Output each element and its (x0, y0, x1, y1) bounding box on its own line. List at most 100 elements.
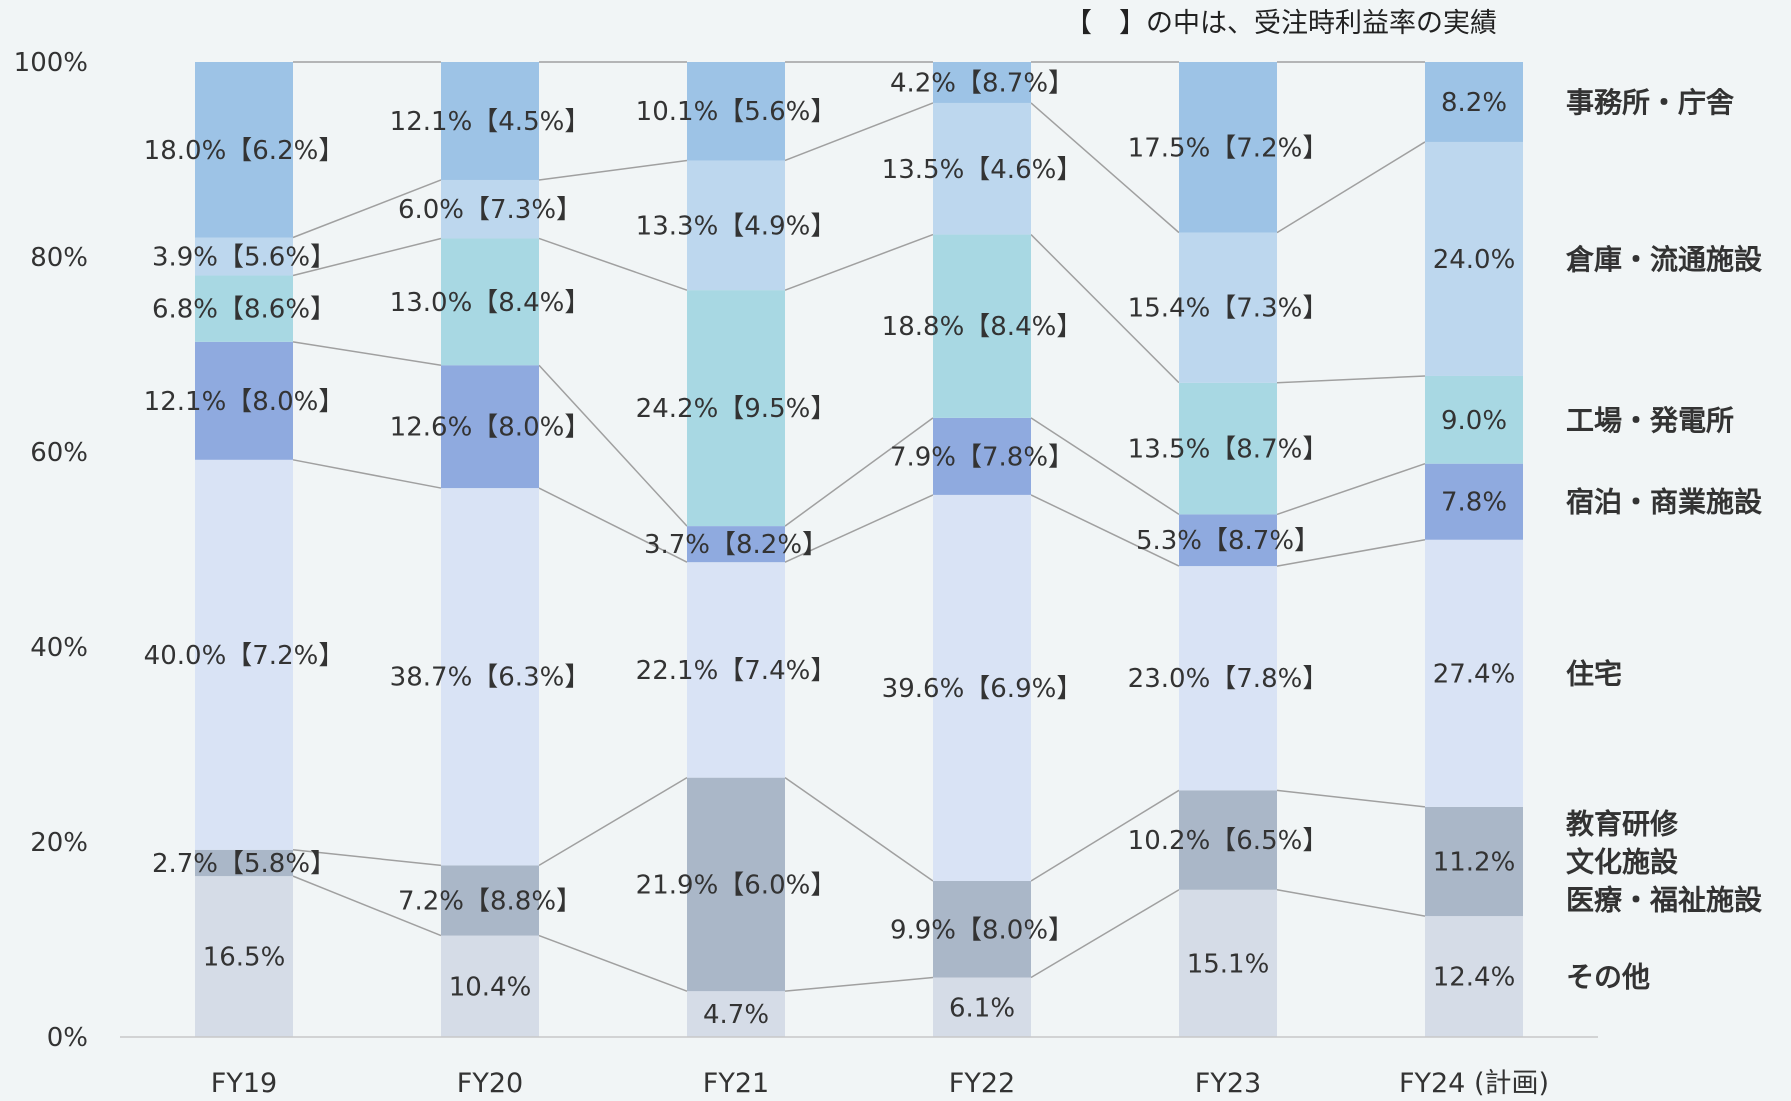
segment-label: 10.4% (449, 972, 532, 1002)
connector-line (1030, 417, 1180, 516)
connector-line (1030, 889, 1180, 979)
connector-line (1030, 789, 1180, 882)
y-tick-label: 20% (30, 828, 88, 858)
segment-label: 27.4% (1433, 659, 1516, 689)
x-tick-label: FY20 (457, 1068, 523, 1099)
bar-segment (1425, 916, 1523, 1037)
bar-segment (195, 341, 293, 460)
connector-line (292, 179, 442, 239)
segment-label: 11.2% (1433, 848, 1516, 878)
bar-segment (441, 488, 539, 866)
bar-segment (441, 179, 539, 239)
x-axis: FY19 FY20 FY21 FY22 FY23 FY24 (計画) (211, 1068, 1549, 1099)
segment-labels: 16.5% 10.4% 4.7% 6.1% 15.1% 12.4% 2.7%【5.8%】 7.… (144, 68, 1516, 1030)
connector-line (1276, 539, 1426, 567)
connector-line (1276, 141, 1426, 234)
bar-segment (933, 494, 1031, 881)
segment-label: 22.1%【7.4%】 (636, 656, 837, 686)
bar-segment (687, 526, 785, 563)
legend-entry: 宿泊・商業施設 (1566, 486, 1763, 519)
legend: その他教育研修文化施設医療・福祉施設住宅宿泊・商業施設工場・発電所倉庫・流通施設… (1565, 86, 1763, 994)
connector-line (538, 777, 688, 867)
legend-entry: 事務所・庁舎 (1566, 86, 1734, 119)
connector-line (1030, 494, 1180, 567)
bar-segment (933, 102, 1031, 235)
legend-entry: その他 (1566, 961, 1650, 994)
x-tick-label: FY24 (計画) (1399, 1068, 1549, 1099)
y-tick-label: 0% (47, 1023, 88, 1053)
chart-note: 【 】の中は、受注時利益率の実績 (1065, 8, 1497, 39)
bar-segment (195, 459, 293, 850)
bar-segment (195, 62, 293, 238)
bar-segment (933, 234, 1031, 418)
connector-line (784, 777, 934, 882)
bar-segment (687, 777, 785, 992)
connector-line (538, 364, 688, 527)
connector-lines (292, 61, 1426, 992)
connector-line (784, 976, 934, 992)
legend-entry: 住宅 (1566, 657, 1622, 690)
legend-entry-line: 文化施設 (1566, 846, 1679, 879)
segment-label: 9.0% (1441, 406, 1507, 436)
segment-label: 38.7%【6.3%】 (390, 663, 591, 693)
bar-segment (195, 849, 293, 877)
legend-entry-line: 工場・発電所 (1566, 404, 1734, 437)
x-tick-label: FY19 (211, 1068, 277, 1099)
connector-line (292, 341, 442, 366)
connector-line (1030, 102, 1180, 234)
legend-entry: 工場・発電所 (1566, 404, 1734, 437)
y-tick-label: 40% (30, 633, 88, 663)
bar-segment (441, 935, 539, 1037)
segment-label: 21.9%【6.0%】 (636, 870, 837, 900)
segment-label: 7.8% (1441, 488, 1507, 518)
bar-segment (195, 237, 293, 276)
bar-segment (441, 238, 539, 366)
bar-segment (933, 977, 1031, 1037)
bar-segment (687, 62, 785, 161)
segment-label: 12.4% (1433, 963, 1516, 993)
connector-line (784, 233, 934, 291)
bar-segment (687, 160, 785, 291)
connector-line (1276, 789, 1426, 808)
connector-line (538, 934, 688, 992)
bar-segment (687, 991, 785, 1037)
segment-label: 8.2% (1441, 88, 1507, 118)
bar-segment (1425, 62, 1523, 142)
legend-entry-line: 医療・福祉施設 (1566, 884, 1763, 917)
segment-label: 4.7% (703, 1000, 769, 1030)
x-tick-label: FY21 (703, 1068, 769, 1099)
connector-line (538, 159, 688, 181)
connector-line (784, 417, 934, 527)
segment-label: 4.2%【8.7%】 (890, 68, 1074, 98)
x-tick-label: FY23 (1195, 1068, 1261, 1099)
bar-segment (441, 62, 539, 180)
bar-segment (195, 275, 293, 342)
segment-label: 7.9%【7.8%】 (890, 442, 1074, 472)
segment-label: 3.7%【8.2%】 (644, 530, 828, 560)
legend-entry: 倉庫・流通施設 (1565, 243, 1763, 276)
segment-label: 2.7%【5.8%】 (152, 849, 336, 879)
segment-label: 23.0%【7.8%】 (1128, 664, 1329, 694)
bar-segment (933, 62, 1031, 103)
bar-segment (1425, 375, 1523, 464)
bar-segment (1179, 790, 1277, 890)
segment-label: 10.1%【5.6%】 (636, 97, 837, 127)
segment-label: 13.5%【8.7%】 (1128, 435, 1329, 465)
segment-label: 6.1% (949, 993, 1015, 1023)
connector-line (292, 459, 442, 489)
segment-label: 13.5%【4.6%】 (882, 155, 1083, 185)
bar-segment (687, 562, 785, 778)
segment-label: 18.0%【6.2%】 (144, 136, 345, 166)
bar-segment (933, 881, 1031, 978)
segment-label: 13.0%【8.4%】 (390, 288, 591, 318)
bar-segment (441, 365, 539, 489)
connector-line (1276, 462, 1426, 516)
legend-entry: 教育研修文化施設医療・福祉施設 (1566, 808, 1763, 917)
segment-label: 12.6%【8.0%】 (390, 413, 591, 443)
bar-segment (1425, 463, 1523, 540)
segment-label: 24.0% (1433, 245, 1516, 275)
bar-segment (1179, 232, 1277, 383)
segment-label: 6.0%【7.3%】 (398, 195, 582, 225)
connector-line (784, 494, 934, 563)
